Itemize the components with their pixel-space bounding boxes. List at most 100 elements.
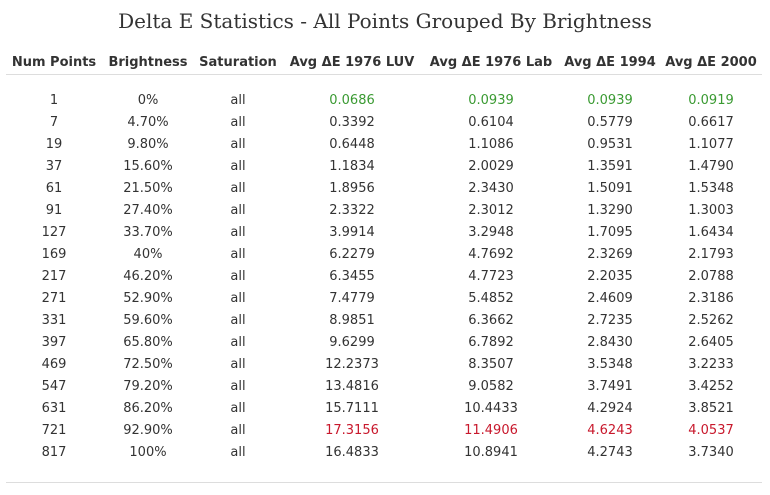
avg-de-2000-cell: 1.5348 [688,181,734,196]
avg-de-1976-lab-cell: 2.0029 [468,159,514,174]
saturation-cell: all [230,159,246,174]
avg-de-1994-cell: 3.5348 [587,357,633,372]
avg-de-1976-luv-cell: 0.0686 [329,93,375,108]
table-row: 397 65.80% all 9.6299 6.7892 2.8430 2.6405 [6,332,762,354]
brightness-cell: 92.90% [123,423,173,438]
num-points-cell: 19 [45,137,63,152]
table-row: 469 72.50% all 12.2373 8.3507 3.5348 3.2233 [6,354,762,376]
avg-de-1976-lab-cell: 11.4906 [464,423,518,438]
delta-e-table: Num Points Brightness Saturation Avg ΔE … [6,52,762,464]
header-saturation: Saturation [194,52,282,75]
table-row: 127 33.70% all 3.9914 3.2948 1.7095 1.6434 [6,222,762,244]
avg-de-2000-cell: 2.3186 [688,291,734,306]
avg-de-1994-cell: 4.2743 [587,445,633,460]
num-points-cell: 217 [41,269,67,284]
avg-de-1976-luv-cell: 12.2373 [325,357,379,372]
avg-de-1976-luv-cell: 3.9914 [329,225,375,240]
brightness-cell: 4.70% [127,115,169,130]
avg-de-1976-luv-cell: 13.4816 [325,379,379,394]
avg-de-1994-cell: 1.7095 [587,225,633,240]
saturation-cell: all [230,423,246,438]
brightness-cell: 9.80% [127,137,169,152]
num-points-cell: 331 [41,313,67,328]
brightness-cell: 46.20% [123,269,173,284]
avg-de-1976-luv-cell: 9.6299 [329,335,375,350]
avg-de-1976-lab-cell: 6.3662 [468,313,514,328]
brightness-cell: 100% [129,445,167,460]
num-points-cell: 7 [49,115,59,130]
avg-de-1976-lab-cell: 10.4433 [464,401,518,416]
avg-de-1976-luv-cell: 8.9851 [329,313,375,328]
brightness-cell: 72.50% [123,357,173,372]
num-points-cell: 271 [41,291,67,306]
header-avg-de-1976-luv: Avg ΔE 1976 LUV [282,52,422,75]
table-row: 61 21.50% all 1.8956 2.3430 1.5091 1.5348 [6,178,762,200]
brightness-cell: 40% [133,247,163,262]
avg-de-1994-cell: 4.6243 [587,423,633,438]
saturation-cell: all [230,115,246,130]
avg-de-2000-cell: 3.4252 [688,379,734,394]
avg-de-1976-luv-cell: 0.3392 [329,115,375,130]
table-row: 817 100% all 16.4833 10.8941 4.2743 3.7340 [6,442,762,464]
header-row: Num Points Brightness Saturation Avg ΔE … [6,52,762,75]
avg-de-2000-cell: 2.5262 [688,313,734,328]
avg-de-1976-luv-cell: 0.6448 [329,137,375,152]
brightness-cell: 27.40% [123,203,173,218]
avg-de-2000-cell: 3.2233 [688,357,734,372]
num-points-cell: 1 [49,93,59,108]
header-avg-de-1994: Avg ΔE 1994 [560,52,660,75]
table-row: 331 59.60% all 8.9851 6.3662 2.7235 2.5262 [6,310,762,332]
num-points-cell: 469 [41,357,67,372]
avg-de-1994-cell: 3.7491 [587,379,633,394]
avg-de-1994-cell: 2.2035 [587,269,633,284]
header-num-points: Num Points [6,52,102,75]
brightness-cell: 59.60% [123,313,173,328]
brightness-cell: 52.90% [123,291,173,306]
avg-de-1976-lab-cell: 5.4852 [468,291,514,306]
num-points-cell: 817 [41,445,67,460]
num-points-cell: 547 [41,379,67,394]
table-row: 547 79.20% all 13.4816 9.0582 3.7491 3.4252 [6,376,762,398]
avg-de-2000-cell: 0.0919 [688,93,734,108]
avg-de-2000-cell: 1.4790 [688,159,734,174]
table-row: 271 52.90% all 7.4779 5.4852 2.4609 2.3186 [6,288,762,310]
table-row: 217 46.20% all 6.3455 4.7723 2.2035 2.0788 [6,266,762,288]
avg-de-1976-luv-cell: 15.7111 [325,401,379,416]
avg-de-2000-cell: 2.6405 [688,335,734,350]
table-row: 19 9.80% all 0.6448 1.1086 0.9531 1.1077 [6,134,762,156]
avg-de-1994-cell: 0.5779 [587,115,633,130]
bottom-divider [6,482,762,483]
avg-de-1976-lab-cell: 1.1086 [468,137,514,152]
avg-de-1994-cell: 0.0939 [587,93,633,108]
header-avg-de-2000: Avg ΔE 2000 [660,52,762,75]
saturation-cell: all [230,291,246,306]
avg-de-1976-luv-cell: 16.4833 [325,445,379,460]
num-points-cell: 37 [45,159,63,174]
avg-de-1976-lab-cell: 2.3012 [468,203,514,218]
avg-de-1994-cell: 2.7235 [587,313,633,328]
brightness-cell: 15.60% [123,159,173,174]
brightness-cell: 21.50% [123,181,173,196]
avg-de-2000-cell: 1.3003 [688,203,734,218]
avg-de-1994-cell: 4.2924 [587,401,633,416]
saturation-cell: all [230,313,246,328]
num-points-cell: 631 [41,401,67,416]
saturation-cell: all [230,247,246,262]
table-row: 631 86.20% all 15.7111 10.4433 4.2924 3.8521 [6,398,762,420]
avg-de-1994-cell: 1.3591 [587,159,633,174]
saturation-cell: all [230,225,246,240]
avg-de-1976-lab-cell: 4.7723 [468,269,514,284]
avg-de-1976-lab-cell: 10.8941 [464,445,518,460]
header-avg-de-1976-lab: Avg ΔE 1976 Lab [422,52,560,75]
table-row: 721 92.90% all 17.3156 11.4906 4.6243 4.0537 [6,420,762,442]
table-row: 7 4.70% all 0.3392 0.6104 0.5779 0.6617 [6,112,762,134]
avg-de-1976-lab-cell: 4.7692 [468,247,514,262]
num-points-cell: 127 [41,225,67,240]
avg-de-1976-lab-cell: 8.3507 [468,357,514,372]
num-points-cell: 91 [45,203,63,218]
brightness-cell: 79.20% [123,379,173,394]
avg-de-1976-luv-cell: 7.4779 [329,291,375,306]
avg-de-1976-luv-cell: 6.2279 [329,247,375,262]
avg-de-2000-cell: 2.1793 [688,247,734,262]
avg-de-2000-cell: 4.0537 [688,423,734,438]
